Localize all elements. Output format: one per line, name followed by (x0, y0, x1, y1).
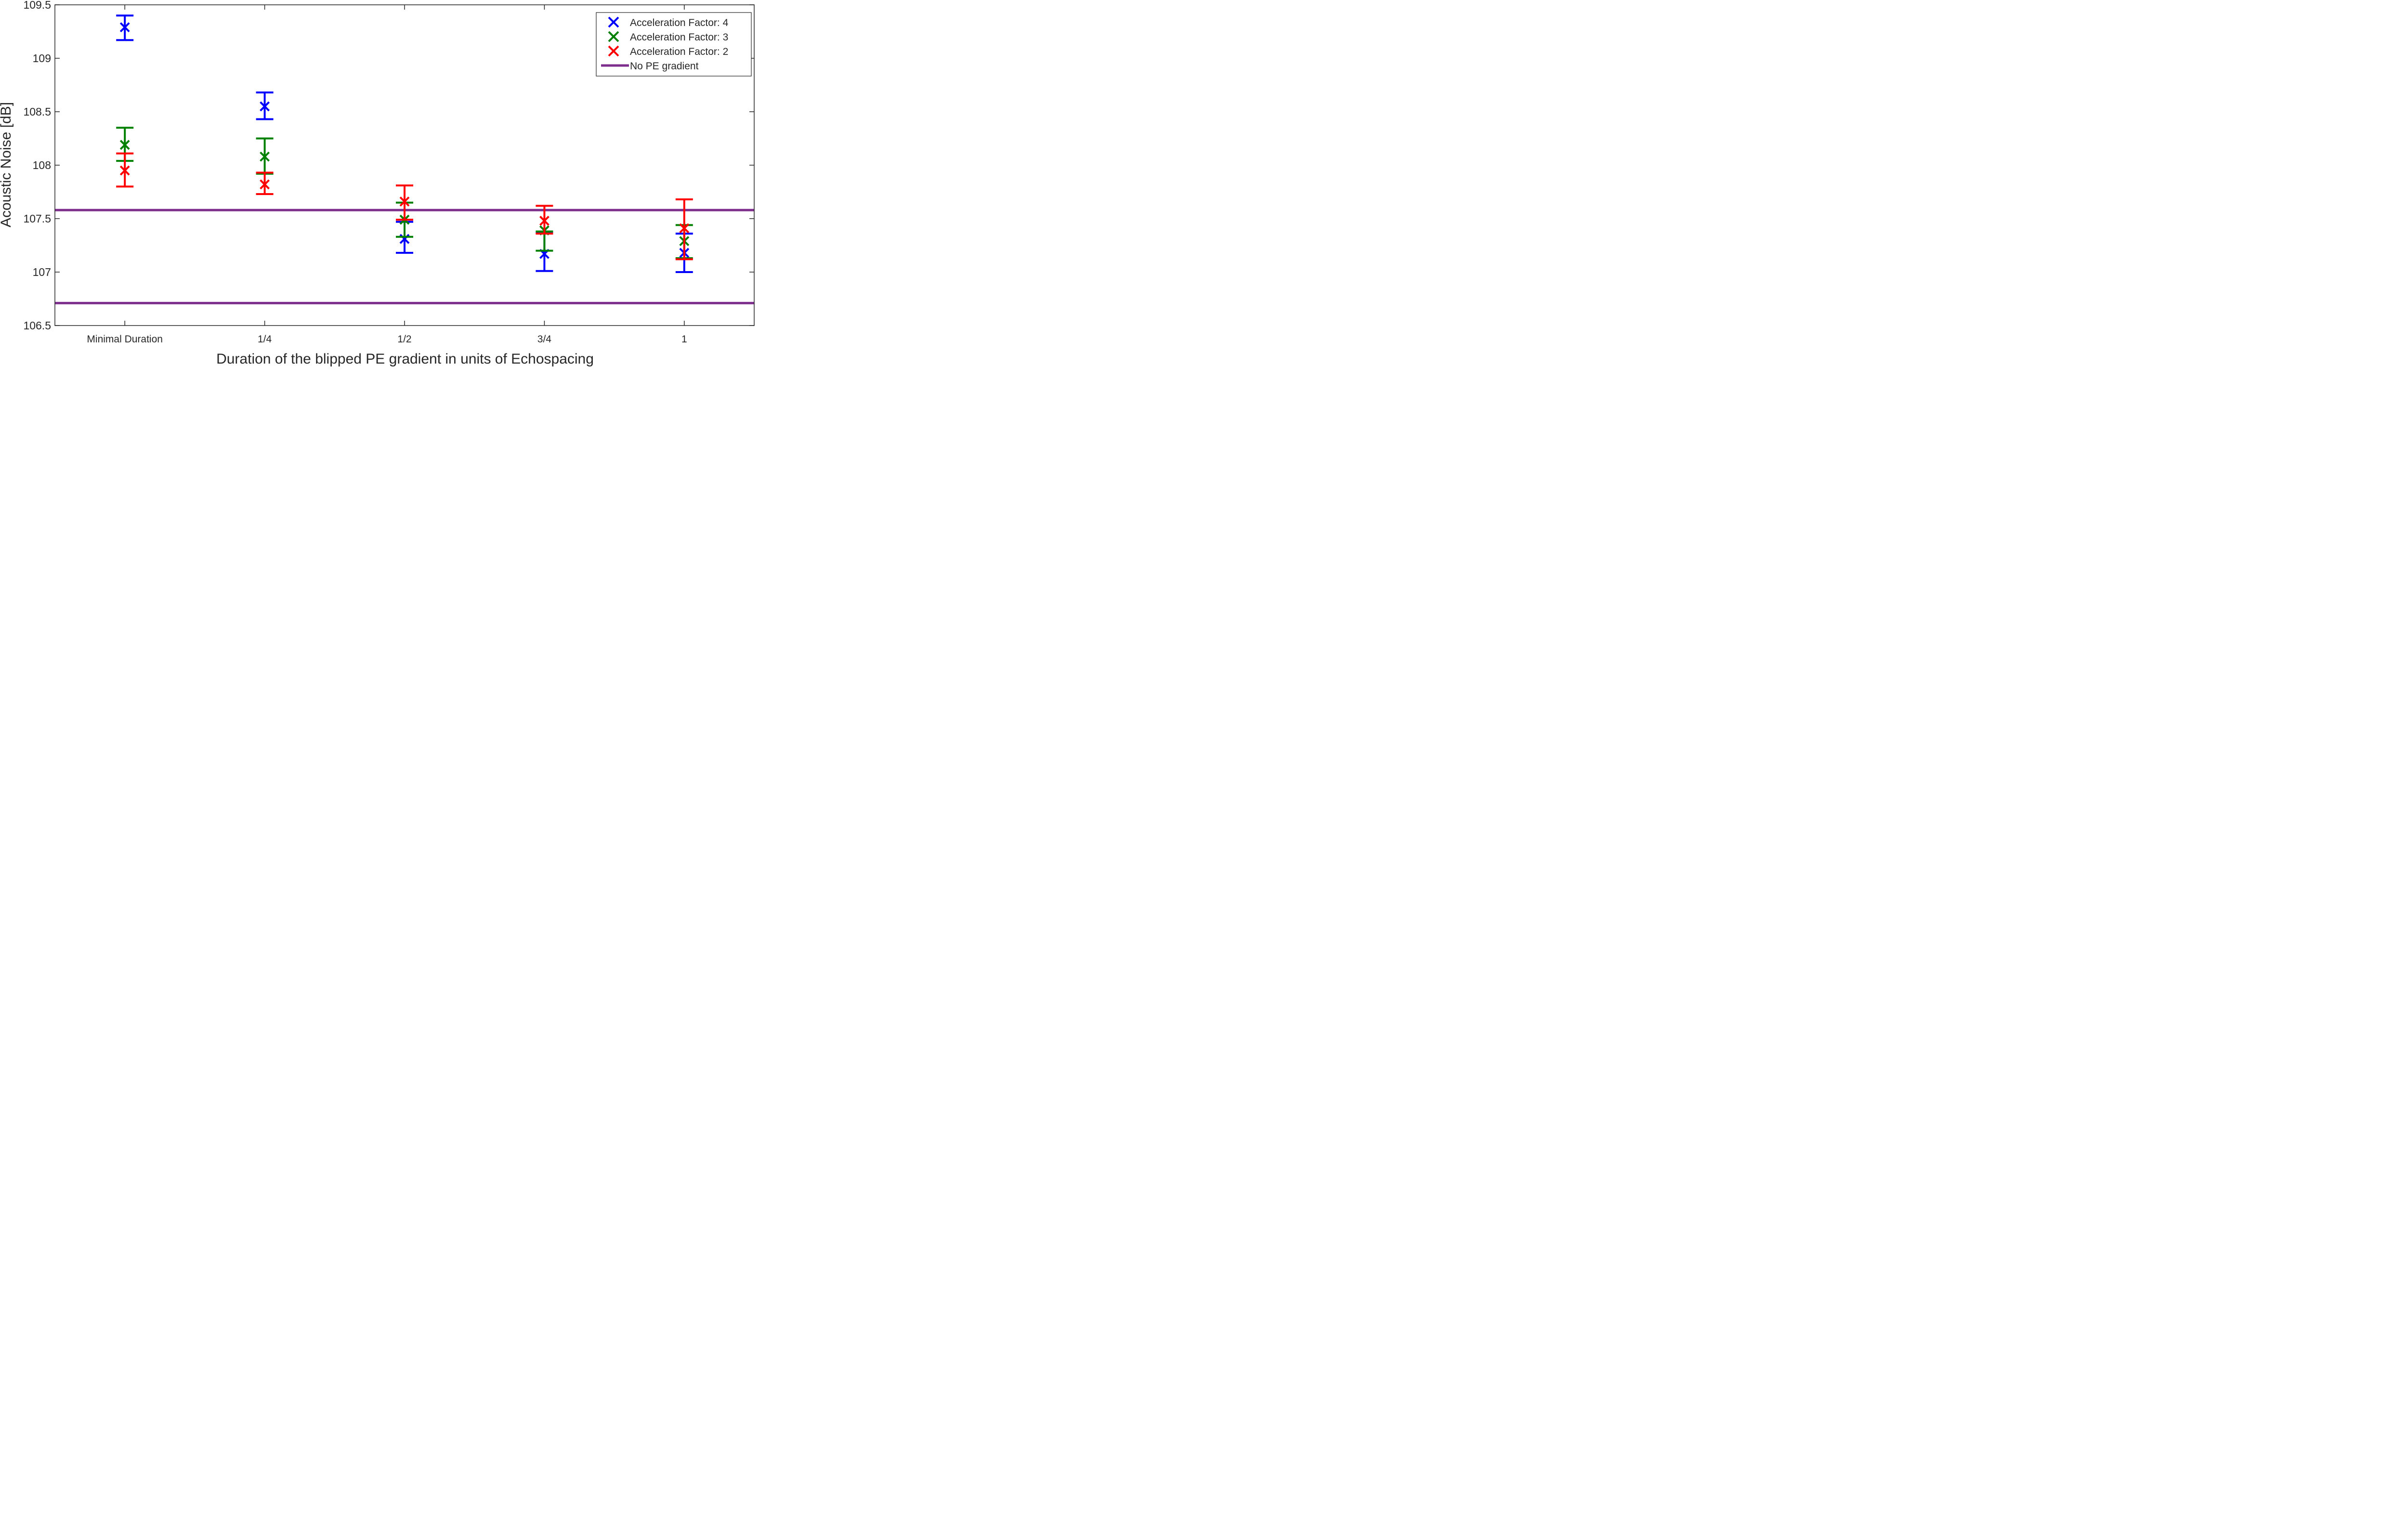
y-tick-label: 108 (33, 159, 51, 171)
data-point-x-marker (260, 151, 270, 162)
data-point-x-marker (679, 223, 690, 234)
legend-label: Acceleration Factor: 4 (630, 17, 729, 28)
data-point-x-marker (119, 165, 130, 176)
y-tick-label: 106.5 (23, 319, 51, 332)
x-tick-label: 3/4 (537, 334, 552, 345)
legend-marker (608, 31, 619, 42)
error-bar-point (396, 184, 413, 221)
x-tick-label: 1 (681, 334, 687, 345)
data-point-x-marker (260, 101, 270, 112)
error-bar-point (116, 152, 134, 188)
y-tick-label: 109 (33, 52, 51, 65)
error-bar-point (675, 198, 693, 261)
y-axis-label: Acoustic Noise [dB] (0, 102, 14, 227)
data-point-x-marker (260, 179, 270, 190)
error-bar-point (256, 137, 274, 175)
legend-label: Acceleration Factor: 3 (630, 32, 728, 43)
legend-marker (608, 45, 619, 57)
data-point-x-marker (399, 196, 410, 207)
error-bar-point (536, 205, 553, 235)
y-tick-label: 107.5 (23, 212, 51, 225)
x-tick-label: 1/4 (258, 334, 272, 345)
error-bar-point (256, 91, 274, 120)
x-tick-label: Minimal Duration (87, 334, 163, 345)
legend-label: No PE gradient (630, 61, 699, 72)
chart-svg: 106.5 107 107.5 108 108.5 109 109.5 Minimal Dur… (0, 0, 755, 367)
legend-label: Acceleration Factor: 2 (630, 46, 728, 57)
error-bar-point (256, 171, 274, 195)
x-axis-label: Duration of the blipped PE gradient in u… (216, 351, 594, 367)
y-tick-label: 107 (33, 266, 51, 278)
legend-marker (608, 16, 619, 28)
y-tick-label: 108.5 (23, 105, 51, 118)
data-point-x-marker (119, 140, 130, 150)
data-point-x-marker (539, 216, 550, 226)
y-tick-label: 109.5 (23, 0, 51, 11)
x-tick-label: 1/2 (397, 334, 411, 345)
legend: Acceleration Factor: 4 Acceleration Facto… (596, 12, 752, 77)
error-bar-point (116, 14, 134, 41)
data-point-x-marker (119, 22, 130, 33)
